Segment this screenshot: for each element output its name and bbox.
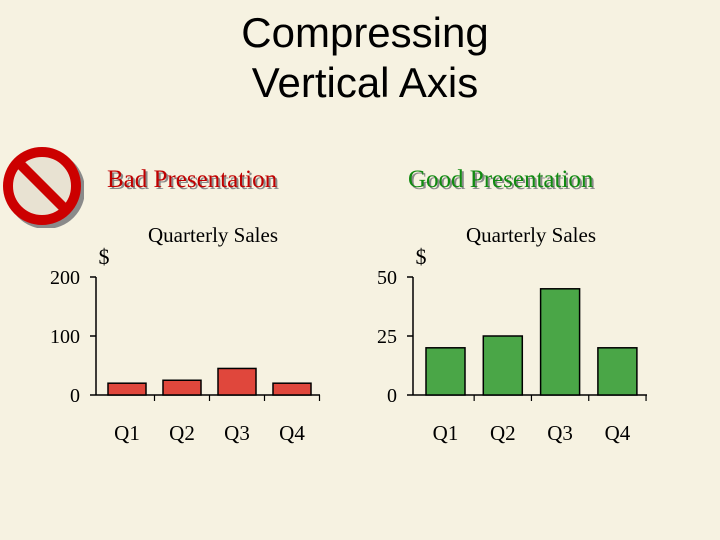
chart1-x-tick-label: Q1	[114, 421, 140, 445]
chart2-ylabel: $	[416, 244, 427, 269]
chart2-x-tick-label: Q3	[547, 421, 573, 445]
chart1-bar-q1	[107, 382, 147, 396]
title-line-2: Vertical Axis	[251, 59, 479, 106]
chart1-x-tick-label: Q4	[279, 421, 305, 445]
chart2-y-tick-label: 25	[377, 326, 397, 348]
chart2-x-tick-label: Q2	[490, 421, 516, 445]
chart1-bar-q4	[272, 382, 312, 396]
bad-presentation-label: Bad Presentation	[107, 166, 278, 193]
title-line-1: Compressing	[241, 9, 489, 56]
chart2-bar-q1	[425, 347, 466, 396]
chart1-bar-q2	[162, 379, 202, 396]
chart1-y-tick-label: 0	[70, 385, 80, 407]
no-sign-icon	[3, 147, 84, 228]
chart2-x-tick-label: Q1	[433, 421, 459, 445]
chart2-y-tick-label: 0	[387, 385, 397, 407]
chart2-x-tick-label: Q4	[605, 421, 631, 445]
chart2-y-tick-label: 50	[377, 267, 397, 289]
chart1-ylabel: $	[99, 244, 110, 269]
slide-title: Compressing Vertical Axis	[140, 8, 590, 108]
chart2-bar-q2	[482, 335, 524, 396]
good-presentation-label: Good Presentation	[408, 166, 594, 193]
chart2-title: Quarterly Sales	[466, 223, 596, 247]
chart1-x-tick-label: Q2	[169, 421, 195, 445]
chart1-title: Quarterly Sales	[148, 223, 278, 247]
chart1-y-tick-label: 200	[50, 267, 80, 289]
chart1-y-tick-label: 100	[50, 326, 80, 348]
chart1-x-tick-label: Q3	[224, 421, 250, 445]
chart1-bar-q3	[217, 367, 257, 396]
chart2-bar-q3	[539, 288, 581, 396]
chart2-bar-q4	[597, 347, 638, 396]
